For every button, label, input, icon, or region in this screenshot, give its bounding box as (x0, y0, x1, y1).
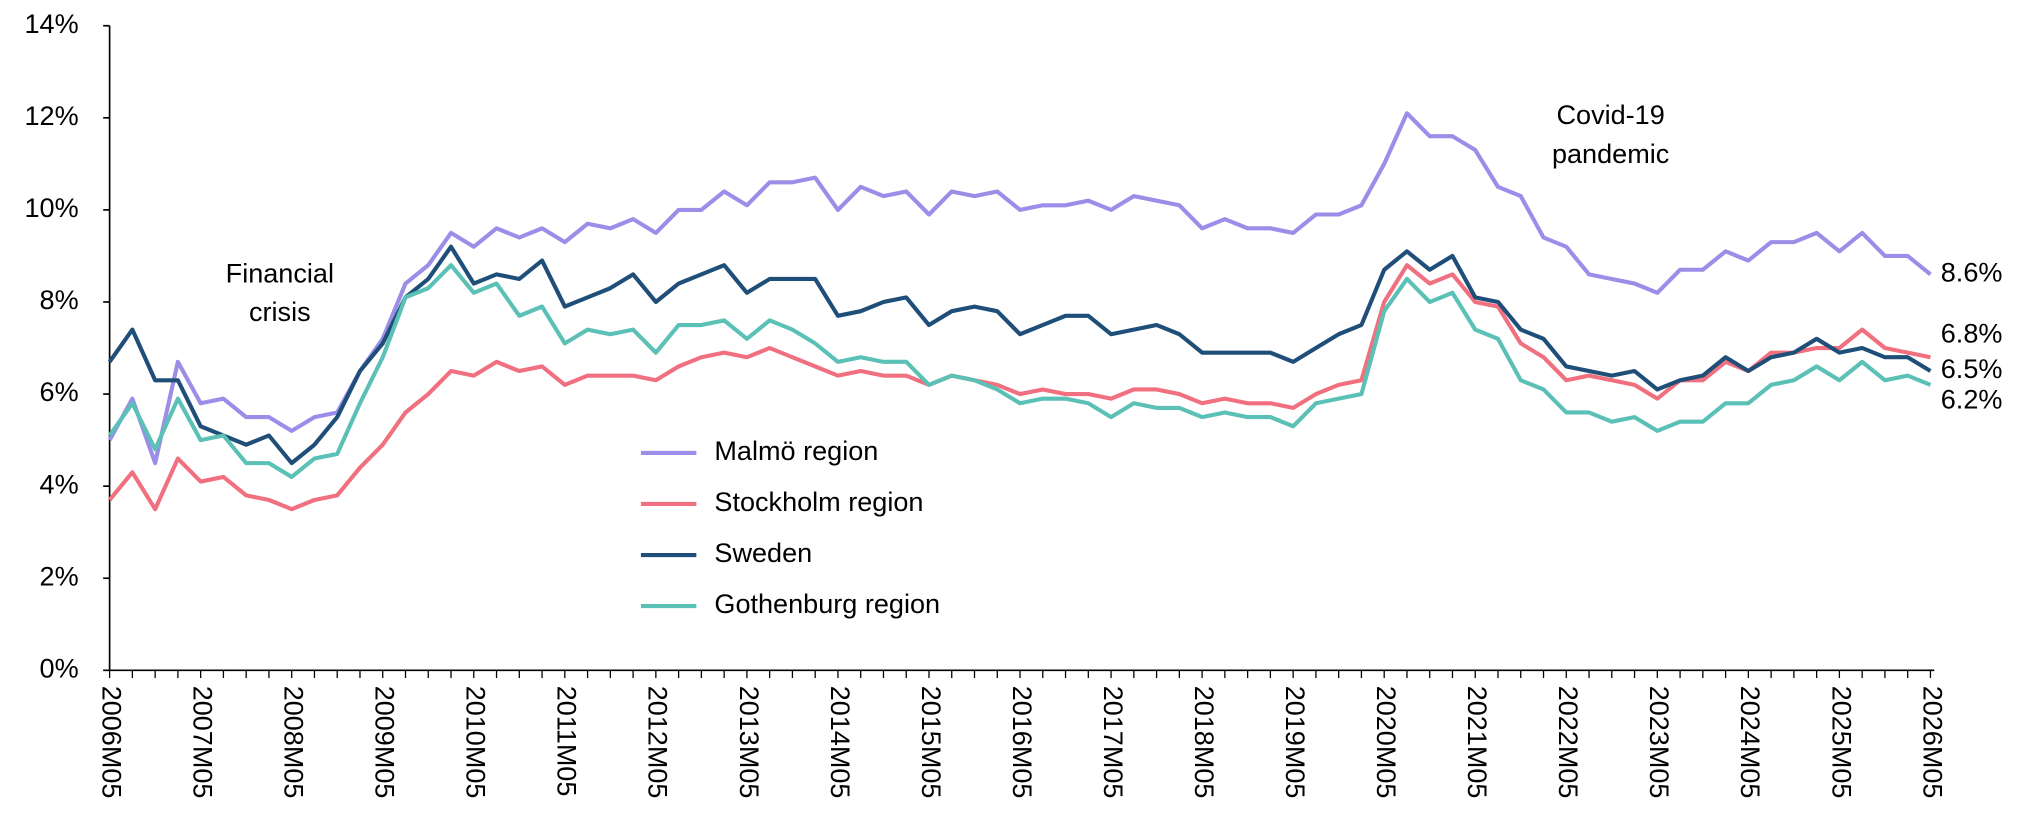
y-tick-label: 4% (40, 469, 79, 499)
x-tick-label: 2017M05 (1098, 686, 1128, 799)
x-tick-label: 2021M05 (1462, 686, 1492, 799)
y-tick-label: 8% (40, 285, 79, 315)
x-tick-label: 2020M05 (1371, 686, 1401, 799)
x-tick-label: 2010M05 (461, 686, 491, 799)
end-label: 6.5% (1941, 354, 2003, 384)
x-tick-label: 2011M05 (552, 686, 582, 797)
annotation: crisis (249, 297, 311, 327)
series-line (107, 263, 1932, 480)
x-tick-label: 2014M05 (825, 686, 855, 799)
end-label: 8.6% (1941, 258, 2003, 288)
y-tick-label: 6% (40, 377, 79, 407)
x-tick-label: 2022M05 (1553, 686, 1583, 799)
legend-label: Sweden (714, 538, 812, 568)
x-tick-label: 2008M05 (279, 686, 309, 799)
x-tick-label: 2015M05 (916, 686, 946, 799)
x-tick-label: 2018M05 (1189, 686, 1219, 799)
y-tick-label: 0% (40, 653, 79, 683)
x-tick-label: 2007M05 (187, 686, 217, 799)
annotation: pandemic (1552, 139, 1669, 169)
x-tick-label: 2024M05 (1735, 686, 1765, 799)
series-line (107, 111, 1932, 466)
legend-label: Stockholm region (714, 487, 923, 517)
y-tick-label: 12% (24, 101, 78, 131)
x-tick-label: 2019M05 (1280, 686, 1310, 799)
x-tick-label: 2026M05 (1917, 686, 1947, 799)
x-tick-label: 2009M05 (370, 686, 400, 799)
x-tick-label: 2025M05 (1826, 686, 1856, 799)
legend-label: Malmö region (714, 436, 878, 466)
y-tick-label: 10% (24, 193, 78, 223)
y-tick-label: 2% (40, 561, 79, 591)
x-tick-label: 2013M05 (734, 686, 764, 799)
annotation: Financial (226, 258, 334, 288)
x-tick-label: 2016M05 (1007, 686, 1037, 799)
x-tick-label: 2012M05 (643, 686, 673, 799)
end-label: 6.8% (1941, 319, 2003, 349)
x-tick-label: 2006M05 (96, 686, 126, 799)
annotation: Covid-19 (1556, 100, 1664, 130)
end-label: 6.2% (1941, 385, 2003, 415)
x-tick-label: 2023M05 (1644, 686, 1674, 799)
legend-label: Gothenburg region (714, 589, 940, 619)
series-line (108, 263, 1931, 512)
series-line (107, 244, 1932, 466)
y-tick-label: 14% (24, 9, 78, 39)
